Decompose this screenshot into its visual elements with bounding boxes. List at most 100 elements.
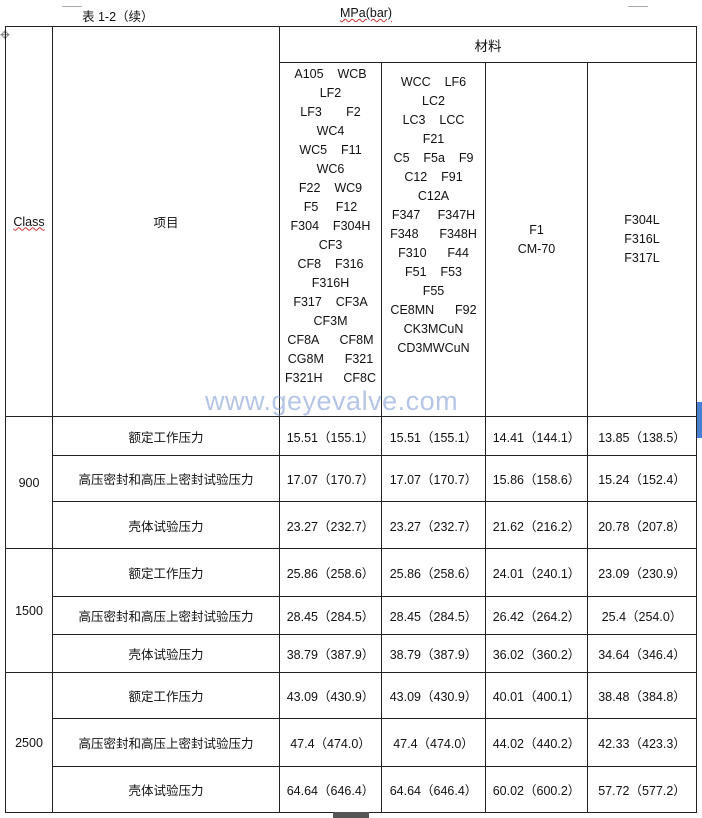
scroll-marker[interactable] (697, 402, 702, 438)
pressure-value-cell: 43.09（430.9） (279, 672, 382, 719)
item-cell: 高压密封和高压上密封试验压力 (52, 718, 280, 767)
item-cell: 高压密封和高压上密封试验压力 (52, 596, 280, 635)
item-cell: 壳体试验压力 (52, 634, 280, 673)
material-line: LF2 (319, 86, 342, 100)
pressure-value-cell: 43.09（430.9） (381, 672, 486, 719)
material-line: CF8 F316 (297, 257, 364, 271)
table-row: 高压密封和高压上密封试验压力 47.4（474.0） 47.4（474.0） 44.0… (6, 718, 697, 767)
material-line: CM-70 (517, 241, 556, 256)
pressure-value-cell: 15.24（152.4） (587, 455, 697, 502)
material-line: WC5 F11 (299, 143, 362, 157)
page-corner-mark (628, 0, 648, 7)
pressure-value-cell: 38.79（387.9） (381, 634, 486, 673)
material-line: F310 F44 (398, 246, 469, 260)
material-line: WC6 (316, 162, 345, 176)
material-line: F51 F53 (405, 265, 462, 279)
page-corner-mark (62, 0, 82, 7)
material-line: WCC LF6 (400, 75, 467, 89)
pressure-value-cell: 60.02（600.2） (485, 766, 588, 813)
material-group-4: F304L F316L F317L (587, 62, 697, 417)
material-line: F304L (624, 213, 660, 227)
material-line: CG8M F321 (287, 352, 374, 366)
material-line: CK3MCuN (403, 322, 464, 336)
pressure-value-cell: 23.27（232.7） (279, 501, 382, 549)
pressure-value-cell: 15.51（155.1） (279, 416, 382, 456)
item-cell: 额定工作压力 (52, 416, 280, 456)
pressure-value-cell: 47.4（474.0） (279, 718, 382, 767)
material-group-1: A105 WCB LF2 LF3 F2 WC4 WC5 F11 WC6 F22 WC9 F5 … (279, 62, 382, 417)
pressure-value-cell: 38.79（387.9） (279, 634, 382, 673)
class-header: Class (5, 26, 53, 417)
pressure-value-cell: 26.42（264.2） (485, 596, 588, 635)
pressure-value-cell: 44.02（440.2） (485, 718, 588, 767)
pressure-value-cell: 17.07（170.7） (381, 455, 486, 502)
material-line: F347 F347H (391, 208, 476, 222)
item-header: 项目 (52, 26, 280, 417)
material-line: F317 CF3A (293, 295, 368, 309)
pressure-table: Class 项目 材料 A105 WCB LF2 LF3 F2 WC4 WC5 F11 W… (5, 26, 697, 813)
unit-text: MPa(bar) (340, 6, 393, 20)
pressure-value-cell: 28.45（284.5） (381, 596, 486, 635)
pressure-value-cell: 34.64（346.4） (587, 634, 697, 673)
pressure-value-cell: 42.33（423.3） (587, 718, 697, 767)
pressure-value-cell: 25.86（258.6） (381, 548, 486, 597)
pressure-value-cell: 25.86（258.6） (279, 548, 382, 597)
item-cell: 额定工作压力 (52, 548, 280, 597)
class-header-text: Class (13, 214, 45, 229)
material-line: F55 (422, 284, 445, 298)
material-line: F316L (624, 232, 660, 246)
material-group-2: WCC LF6 LC2 LC3 LCC F21 C5 F5a F9 C12 F91 C12A… (381, 62, 486, 417)
pressure-value-cell: 20.78（207.8） (587, 501, 697, 549)
material-line: F5 F12 (303, 200, 358, 214)
pressure-value-cell: 13.85（138.5） (587, 416, 697, 456)
table-row: 壳体试验压力 23.27（232.7） 23.27（232.7） 21.62（216.… (6, 501, 697, 549)
pressure-value-cell: 64.64（646.4） (279, 766, 382, 813)
pressure-value-cell: 24.01（240.1） (485, 548, 588, 597)
material-line: F316H (311, 276, 350, 290)
table-row: 高压密封和高压上密封试验压力 28.45（284.5） 28.45（284.5） 26… (6, 596, 697, 635)
material-line: F21 (422, 132, 445, 146)
table-row: 壳体试验压力 38.79（387.9） 38.79（387.9） 36.02（360.… (6, 634, 697, 673)
item-cell: 高压密封和高压上密封试验压力 (52, 455, 280, 502)
material-line: C12A (417, 189, 450, 203)
material-line: CF3 (318, 238, 343, 252)
material-line: CD3MWCuN (397, 341, 470, 355)
material-line: F304 F304H (290, 219, 371, 233)
pressure-value-cell: 23.09（230.9） (587, 548, 697, 597)
pressure-value-cell: 36.02（360.2） (485, 634, 588, 673)
materials-header: 材料 (279, 26, 697, 63)
table-caption: 表 1-2（续） (82, 10, 154, 24)
pressure-value-cell: 17.07（170.7） (279, 455, 382, 502)
item-cell: 壳体试验压力 (52, 766, 280, 813)
material-line: F22 WC9 (298, 181, 363, 195)
pressure-value-cell: 21.62（216.2） (485, 501, 588, 549)
material-group-3: F1 CM-70 (485, 62, 588, 417)
pressure-value-cell: 15.51（155.1） (381, 416, 486, 456)
page-bottom-bar (333, 812, 369, 818)
class-cell: 1500 (5, 548, 53, 673)
material-line: C12 F91 (404, 170, 463, 184)
class-cell: 900 (5, 416, 53, 549)
table-row: 壳体试验压力 64.64（646.4） 64.64（646.4） 60.02（600.… (6, 766, 697, 813)
material-line: LC2 (422, 94, 445, 108)
pressure-value-cell: 64.64（646.4） (381, 766, 486, 813)
material-line: F321H CF8C (285, 371, 376, 385)
table-row: 900 额定工作压力 15.51（155.1） 15.51（155.1） 14.41（1… (5, 416, 697, 549)
material-line: LC3 LCC (402, 113, 465, 127)
pressure-value-cell: 57.72（577.2） (587, 766, 697, 813)
material-line: C5 F5a F9 (393, 151, 474, 165)
pressure-value-cell: 40.01（400.1） (485, 672, 588, 719)
material-line: CF8A CF8M (287, 333, 374, 347)
pressure-value-cell: 38.48（384.8） (587, 672, 697, 719)
unit-label: MPa(bar) (340, 6, 392, 20)
material-line: F1 (529, 222, 544, 237)
table-row: 1500 额定工作压力 25.86（258.6） 25.86（258.6） 24.01（… (5, 548, 697, 673)
table-row: 高压密封和高压上密封试验压力 17.07（170.7） 17.07（170.7） 15… (6, 455, 697, 502)
material-line: A105 WCB (294, 67, 367, 81)
item-cell: 壳体试验压力 (52, 501, 280, 549)
pressure-value-cell: 14.41（144.1） (485, 416, 588, 456)
material-line: F348 F348H (390, 227, 477, 241)
material-line: LF3 F2 (300, 105, 361, 119)
material-line: CE8MN F92 (390, 303, 477, 317)
class-cell: 2500 (5, 672, 53, 813)
